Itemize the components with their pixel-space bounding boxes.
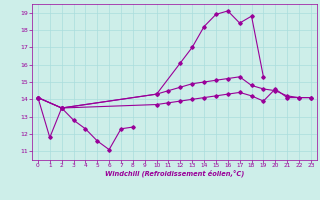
X-axis label: Windchill (Refroidissement éolien,°C): Windchill (Refroidissement éolien,°C) (105, 170, 244, 177)
